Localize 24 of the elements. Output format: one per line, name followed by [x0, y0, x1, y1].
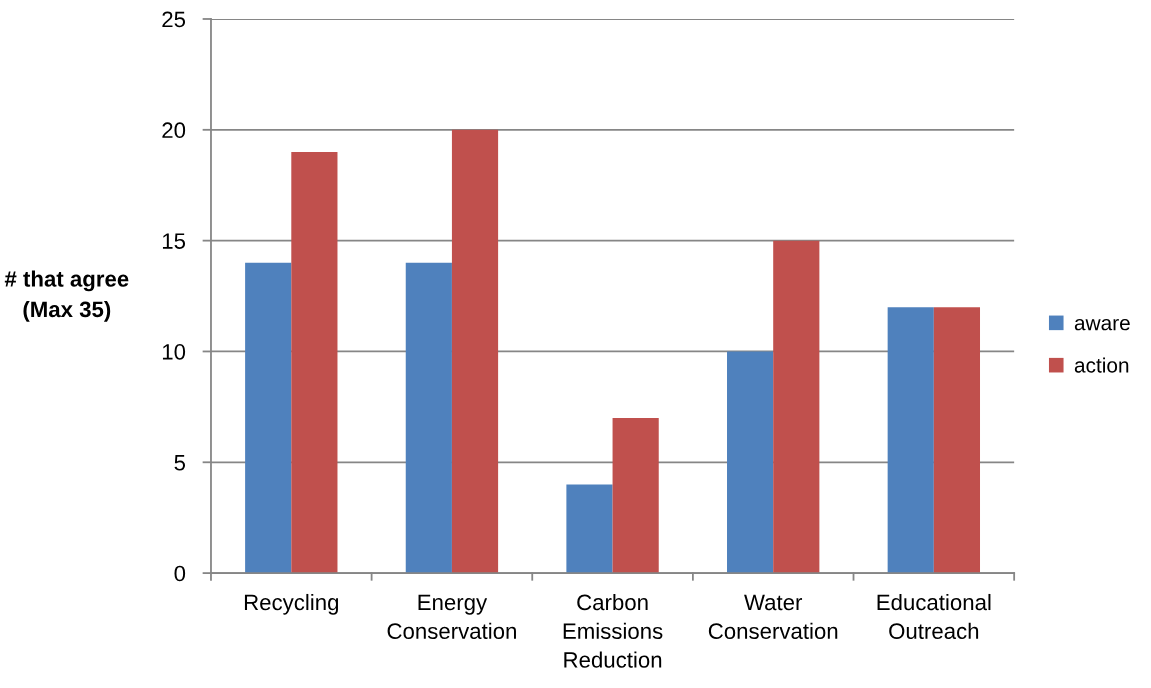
x-tick-label: Recycling [244, 593, 339, 615]
bar [773, 240, 820, 574]
legend-label: action [1074, 357, 1129, 373]
x-tick-label: Educational Outreach [877, 593, 991, 640]
y-tick-label: 10 [162, 343, 186, 360]
bar [451, 129, 499, 574]
x-tick-label: Energy Conservation [387, 594, 516, 640]
bar [612, 417, 659, 574]
y-tick-label: 5 [174, 455, 186, 471]
y-tick-label: 15 [162, 233, 186, 249]
x-tick-label: Water Conservation [708, 594, 838, 640]
bar [405, 262, 452, 574]
legend-label: aware [1074, 318, 1130, 331]
y-tick-label: 20 [162, 122, 186, 139]
bar [887, 307, 934, 574]
x-tick-label: Carbon Emissions Reduction [563, 593, 663, 668]
y-tick-label: 0 [174, 565, 186, 582]
bar [245, 262, 292, 574]
bar [933, 307, 981, 574]
y-axis-title: # that agree (Max 35) [4, 270, 129, 322]
y-tick-label: 25 [162, 11, 186, 28]
bar [566, 484, 613, 574]
bar [291, 151, 338, 574]
bar [727, 351, 774, 574]
